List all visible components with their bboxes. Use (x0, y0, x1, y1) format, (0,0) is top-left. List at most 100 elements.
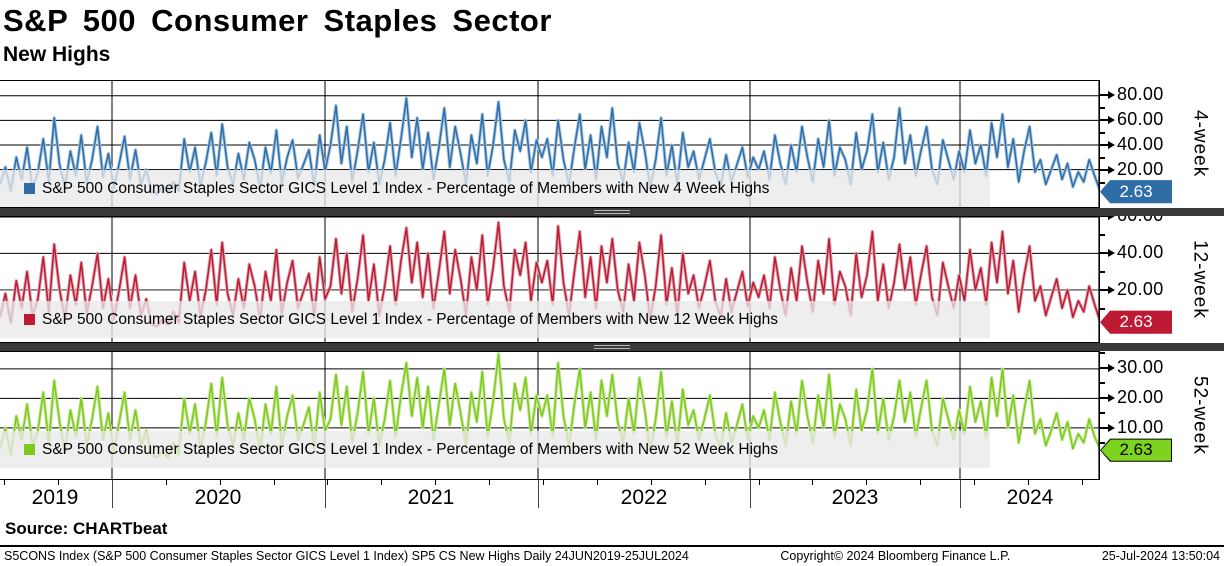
x-minor-tick (974, 480, 975, 485)
x-year-label: 2023 (831, 486, 879, 509)
y-tick-label: 60.00 (1117, 109, 1164, 129)
year-separator (112, 480, 113, 508)
splitter-grip-icon[interactable] (594, 209, 630, 214)
y-tick-label: 20.00 (1117, 159, 1164, 179)
legend-label-12-week: S&P 500 Consumer Staples Sector GICS Lev… (42, 310, 779, 328)
y-axis-4-week: 2.63 20.00 40.00 60.00 80.00 (1100, 80, 1175, 208)
legend-marker-12-week (24, 314, 35, 325)
y-minor-tick (1100, 131, 1105, 134)
plot-area-12-week[interactable]: S&P 500 Consumer Staples Sector GICS Lev… (0, 216, 1100, 343)
x-minor-tick (920, 480, 921, 485)
x-minor-tick (812, 480, 813, 485)
x-minor-tick (543, 480, 544, 485)
y-tick-arrow-icon (1100, 116, 1115, 124)
y-minor-tick (1100, 307, 1105, 310)
x-minor-tick (489, 480, 490, 485)
panel-52-week: S&P 500 Consumer Staples Sector GICS Lev… (0, 351, 1224, 480)
chart-stack: S&P 500 Consumer Staples Sector GICS Lev… (0, 80, 1224, 480)
x-minor-tick (381, 480, 382, 485)
legend-marker-4-week (24, 183, 35, 194)
y-tick-arrow-icon (1100, 141, 1115, 149)
panel-title-52-week: 52-week (1189, 376, 1211, 455)
last-value-badge-12-week: 2.63 (1100, 310, 1172, 334)
x-axis: 2019 2020 2021 2022 2023 2024 (0, 480, 1100, 520)
line-chart-12-week (0, 217, 1100, 342)
y-minor-tick (1100, 412, 1105, 415)
y-tick-label: 40.00 (1117, 242, 1164, 263)
y-minor-tick (1100, 233, 1105, 236)
legend-4-week: S&P 500 Consumer Staples Sector GICS Lev… (0, 170, 990, 207)
legend-12-week: S&P 500 Consumer Staples Sector GICS Lev… (0, 301, 990, 338)
x-year-label: 2022 (620, 486, 668, 509)
chart-header: S&P 500 Consumer Staples Sector New High… (3, 0, 552, 68)
y-tick-arrow-icon (1100, 91, 1115, 99)
panel-title-4-week: 4-week (1189, 110, 1211, 178)
x-minor-tick (220, 480, 221, 485)
y-tick-arrow-icon (1100, 286, 1115, 295)
panel-12-week: S&P 500 Consumer Staples Sector GICS Lev… (0, 216, 1224, 343)
legend-label-52-week: S&P 500 Consumer Staples Sector GICS Lev… (42, 440, 779, 458)
plot-area-4-week[interactable]: S&P 500 Consumer Staples Sector GICS Lev… (0, 80, 1100, 208)
x-minor-tick (166, 480, 167, 485)
y-axis-12-week: 2.63 20.00 40.00 60.00 (1100, 216, 1175, 343)
x-minor-tick (866, 480, 867, 485)
legend-marker-52-week (24, 444, 35, 455)
y-tick-arrow-icon (1100, 249, 1115, 258)
y-tick-arrow-icon (1100, 394, 1115, 403)
page-subtitle: New Highs (3, 43, 111, 66)
x-minor-tick (759, 480, 760, 485)
last-value-badge-52-week: 2.63 (1100, 438, 1172, 462)
x-minor-tick (4, 480, 5, 485)
x-year-label: 2024 (1006, 486, 1054, 509)
legend-52-week: S&P 500 Consumer Staples Sector GICS Lev… (0, 431, 990, 468)
footer-divider (0, 545, 1224, 547)
source-label: Source: CHARTbeat (5, 519, 168, 538)
panel-splitter-1[interactable] (0, 208, 1224, 216)
y-tick-label: 30.00 (1117, 357, 1164, 378)
y-minor-tick (1100, 181, 1105, 184)
panel-4-week: S&P 500 Consumer Staples Sector GICS Lev… (0, 80, 1224, 208)
y-minor-tick (1100, 270, 1105, 273)
y-tick-label: 60.00 (1117, 216, 1164, 226)
y-tick-label: 10.00 (1117, 417, 1164, 438)
year-separator (960, 480, 961, 508)
splitter-grip-icon[interactable] (594, 344, 630, 349)
y-minor-tick (1100, 352, 1105, 355)
x-minor-tick (1082, 480, 1083, 485)
y-tick-label: 80.00 (1117, 84, 1164, 104)
plot-area-52-week[interactable]: S&P 500 Consumer Staples Sector GICS Lev… (0, 351, 1100, 480)
last-value-badge-4-week: 2.63 (1100, 180, 1172, 204)
y-axis-52-week: 2.63 10.00 20.00 30.00 (1100, 351, 1175, 480)
x-year-label: 2019 (31, 486, 79, 509)
footer-timestamp: 25-Jul-2024 13:50:04 (1101, 549, 1220, 563)
x-minor-tick (58, 480, 59, 485)
year-separator (538, 480, 539, 508)
page-title: S&P 500 Consumer Staples Sector (3, 3, 552, 38)
x-minor-tick (435, 480, 436, 485)
legend-label-4-week: S&P 500 Consumer Staples Sector GICS Lev… (42, 179, 770, 197)
y-tick-arrow-icon (1100, 424, 1115, 433)
x-minor-tick (651, 480, 652, 485)
x-minor-tick (327, 480, 328, 485)
x-year-label: 2021 (407, 486, 455, 509)
y-minor-tick (1100, 442, 1105, 445)
footer-security-info: S5CONS Index (S&P 500 Consumer Staples S… (4, 549, 689, 563)
x-minor-tick (597, 480, 598, 485)
y-tick-label: 20.00 (1117, 279, 1164, 300)
y-tick-arrow-icon (1100, 216, 1115, 220)
x-year-label: 2020 (194, 486, 242, 509)
x-minor-tick (274, 480, 275, 485)
footer-copyright: Copyright© 2024 Bloomberg Finance L.P. (780, 549, 1011, 563)
x-minor-tick (1028, 480, 1029, 485)
year-separator (325, 480, 326, 508)
y-minor-tick (1100, 106, 1105, 109)
panel-splitter-2[interactable] (0, 343, 1224, 351)
year-separator (750, 480, 751, 508)
panel-title-12-week: 12-week (1189, 240, 1211, 319)
y-minor-tick (1100, 156, 1105, 159)
y-tick-arrow-icon (1100, 166, 1115, 174)
footer-bar: S5CONS Index (S&P 500 Consumer Staples S… (0, 549, 1224, 563)
y-tick-label: 40.00 (1117, 134, 1164, 154)
y-minor-tick (1100, 382, 1105, 385)
y-tick-label: 20.00 (1117, 387, 1164, 408)
